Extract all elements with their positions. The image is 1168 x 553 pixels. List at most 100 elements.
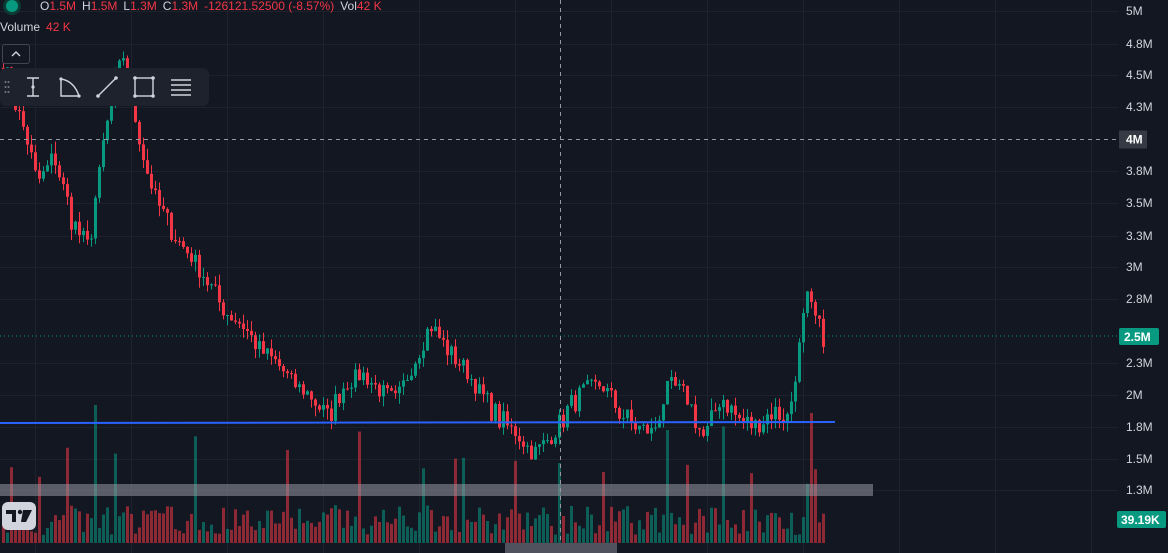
candle-body: [458, 364, 461, 366]
candle-body: [194, 254, 197, 262]
volume-bar: [142, 510, 145, 543]
volume-bar: [226, 528, 229, 543]
volume-bar: [206, 531, 209, 543]
current-price-label: 2.5M: [1124, 330, 1151, 344]
price-tick-label: 2.3M: [1126, 356, 1153, 370]
volume-bar: [674, 524, 677, 543]
volume-bar: [426, 505, 429, 543]
volume-bar: [90, 518, 93, 543]
volume-bar: [570, 505, 573, 543]
candle-body: [818, 315, 821, 319]
candle-body: [186, 246, 189, 254]
candle-body: [122, 58, 125, 61]
arc-icon[interactable]: [51, 72, 88, 102]
volume-bar: [518, 513, 521, 543]
volume-bar: [786, 528, 789, 543]
volume-bar: [282, 511, 285, 543]
text-cursor-icon[interactable]: [14, 72, 51, 102]
volume-bar: [262, 528, 265, 543]
volume-bar: [454, 458, 457, 543]
volume-bar: [98, 528, 101, 543]
volume-bar: [402, 515, 405, 543]
candle-body: [438, 326, 441, 338]
volume-bar: [290, 517, 293, 543]
price-tick-label: 4.8M: [1126, 37, 1153, 51]
candle-body: [682, 384, 685, 386]
volume-bar: [654, 507, 657, 543]
open-value: 1.5M: [49, 0, 77, 13]
volume-bar: [422, 468, 425, 543]
volume-bar: [354, 516, 357, 543]
candle-body: [322, 405, 325, 410]
volume-bar: [334, 505, 337, 543]
volume-bar: [102, 514, 105, 543]
close-label: C: [162, 0, 172, 13]
volume-bar: [46, 527, 49, 543]
candle-body: [238, 321, 241, 324]
candle-body: [594, 379, 597, 382]
candle-body: [422, 350, 425, 359]
time-axis-highlight: [505, 543, 617, 553]
volume-bar: [686, 464, 689, 543]
candle-body: [90, 238, 93, 240]
volume-bar: [438, 526, 441, 543]
tradingview-logo[interactable]: [2, 502, 36, 530]
volume-bar: [134, 533, 137, 543]
candle-body: [678, 384, 681, 386]
volume-bar: [798, 534, 801, 543]
volume-bar: [430, 509, 433, 543]
candle-body: [382, 385, 385, 397]
candle-body: [350, 387, 353, 389]
volume-bar: [74, 508, 77, 543]
volume-bar: [790, 512, 793, 543]
candle-body: [618, 407, 621, 419]
volume-bar: [458, 531, 461, 543]
volume-bar: [470, 521, 473, 543]
horizontal-line-1-8m[interactable]: [0, 421, 836, 424]
rectangle-icon[interactable]: [125, 72, 162, 102]
candle-body: [586, 380, 589, 385]
candle-body: [462, 359, 465, 366]
candle-body: [274, 356, 277, 360]
candle-body: [230, 315, 233, 321]
candle-body: [694, 404, 697, 429]
volume-bar: [182, 533, 185, 543]
candle-body: [394, 390, 397, 394]
candle-body: [58, 165, 61, 178]
volume-bar: [514, 460, 517, 543]
volume-bar: [418, 512, 421, 543]
candle-body: [546, 440, 549, 442]
volume-bar: [118, 516, 121, 543]
volume-bar: [114, 453, 117, 543]
candle-body: [558, 414, 561, 438]
volume-bar: [250, 526, 253, 543]
candle-body: [262, 341, 265, 354]
candle-body: [634, 421, 637, 430]
drag-handle-icon[interactable]: [0, 68, 14, 106]
volume-bar: [274, 523, 277, 543]
price-axis: 5M 4.8M 4.5M 4.3M 3.8M 3.5M 3.3M 3M 2.8M 2.3M 2M 1.…: [1117, 4, 1166, 528]
candle-body: [254, 335, 257, 350]
candle-body: [490, 393, 493, 421]
volume-bar: [50, 521, 53, 543]
volume-bar: [22, 522, 25, 543]
volume-bar: [414, 530, 417, 543]
volume-bar: [658, 532, 661, 543]
candle-body: [722, 399, 725, 408]
volume-bar: [82, 531, 85, 543]
collapse-legend-button[interactable]: [2, 44, 30, 64]
crosshair-price-label: 4M: [1126, 133, 1143, 147]
candle-body: [374, 383, 377, 385]
volume-bar: [394, 518, 397, 543]
candle-body: [650, 428, 653, 434]
volume-bar: [174, 529, 177, 543]
vol-label: Vol: [340, 0, 357, 13]
volume-bar: [234, 509, 237, 543]
horizontal-lines-icon[interactable]: [162, 72, 199, 102]
volume-bar: [154, 510, 157, 543]
price-tick-label: 2M: [1126, 388, 1143, 402]
candle-body: [142, 144, 145, 161]
trend-line-icon[interactable]: [88, 72, 125, 102]
volume-value: 42 K: [46, 20, 71, 34]
volume-bar: [606, 531, 609, 543]
